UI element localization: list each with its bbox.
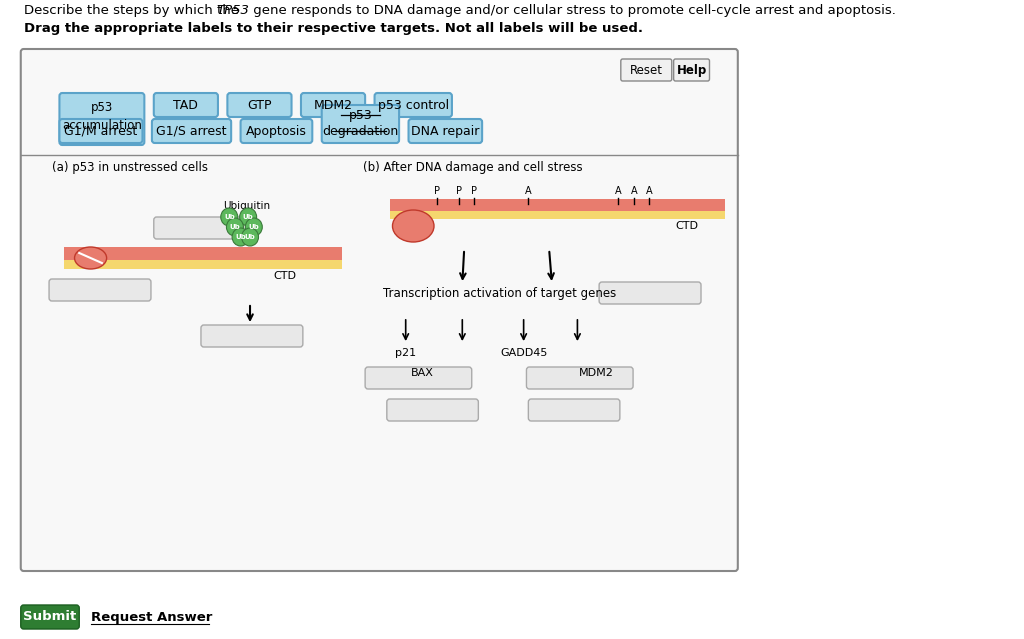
Text: p53 control: p53 control: [378, 98, 449, 111]
Text: Ub: Ub: [236, 234, 246, 240]
Text: Request Answer: Request Answer: [90, 610, 212, 624]
Text: MDM2: MDM2: [580, 368, 614, 378]
Text: gene responds to DNA damage and/or cellular stress to promote cell-cycle arrest : gene responds to DNA damage and/or cellu…: [249, 4, 896, 17]
Text: A: A: [614, 186, 622, 196]
Bar: [390, 199, 725, 211]
Text: Drag the appropriate labels to their respective targets. Not all labels will be : Drag the appropriate labels to their res…: [24, 22, 643, 35]
FancyBboxPatch shape: [322, 105, 399, 143]
Bar: [65, 247, 342, 260]
Text: Apoptosis: Apoptosis: [246, 125, 307, 137]
Circle shape: [246, 218, 262, 236]
Text: Describe the steps by which the: Describe the steps by which the: [24, 4, 243, 17]
Text: G1/M arrest: G1/M arrest: [65, 125, 137, 137]
Text: Ubiquitin: Ubiquitin: [223, 201, 270, 211]
Text: Help: Help: [677, 63, 707, 77]
FancyBboxPatch shape: [241, 119, 312, 143]
FancyBboxPatch shape: [59, 93, 144, 145]
FancyBboxPatch shape: [621, 59, 672, 81]
FancyBboxPatch shape: [375, 93, 452, 117]
Text: DNA repair: DNA repair: [411, 125, 479, 137]
Text: P: P: [457, 186, 463, 196]
Text: BAX: BAX: [411, 368, 434, 378]
Circle shape: [242, 228, 258, 246]
FancyBboxPatch shape: [674, 59, 710, 81]
Text: GADD45: GADD45: [500, 348, 547, 358]
FancyBboxPatch shape: [49, 279, 151, 301]
FancyBboxPatch shape: [152, 119, 231, 143]
FancyBboxPatch shape: [366, 367, 472, 389]
FancyBboxPatch shape: [387, 399, 478, 421]
Text: p21: p21: [395, 348, 417, 358]
FancyBboxPatch shape: [599, 282, 701, 304]
Text: Reset: Reset: [630, 63, 663, 77]
Text: (a) p53 in unstressed cells: (a) p53 in unstressed cells: [52, 161, 208, 174]
FancyBboxPatch shape: [526, 367, 633, 389]
FancyBboxPatch shape: [201, 325, 303, 347]
Text: CTD: CTD: [273, 271, 296, 281]
Ellipse shape: [392, 210, 434, 242]
Text: (b) After DNA damage and cell stress: (b) After DNA damage and cell stress: [364, 161, 583, 174]
Ellipse shape: [75, 247, 106, 269]
Text: accumulation: accumulation: [62, 118, 142, 132]
Text: Ub: Ub: [245, 234, 255, 240]
Text: GTP: GTP: [247, 98, 271, 111]
FancyBboxPatch shape: [154, 217, 256, 239]
Text: Submit: Submit: [24, 610, 77, 624]
Text: A: A: [631, 186, 637, 196]
Text: Ub: Ub: [229, 224, 241, 230]
Text: P: P: [471, 186, 476, 196]
Circle shape: [221, 208, 238, 226]
Text: P: P: [434, 186, 440, 196]
Text: Ub: Ub: [224, 214, 234, 220]
Text: Transcription activation of target genes: Transcription activation of target genes: [383, 287, 616, 300]
FancyBboxPatch shape: [301, 93, 366, 117]
Text: TP53: TP53: [216, 4, 249, 17]
Text: Ub: Ub: [243, 214, 254, 220]
Text: A: A: [646, 186, 652, 196]
FancyBboxPatch shape: [528, 399, 620, 421]
FancyBboxPatch shape: [20, 49, 738, 571]
Circle shape: [232, 228, 249, 246]
Text: p53: p53: [348, 109, 373, 121]
FancyBboxPatch shape: [59, 119, 142, 143]
FancyBboxPatch shape: [20, 605, 79, 629]
Text: Ub: Ub: [249, 224, 259, 230]
Circle shape: [240, 208, 257, 226]
Text: degradation: degradation: [323, 125, 398, 137]
FancyBboxPatch shape: [154, 93, 218, 117]
Text: A: A: [525, 186, 531, 196]
Bar: [390, 206, 725, 219]
Circle shape: [226, 218, 244, 236]
Text: MDM2: MDM2: [313, 98, 352, 111]
Bar: [65, 255, 342, 269]
FancyBboxPatch shape: [227, 93, 292, 117]
Text: TAD: TAD: [173, 98, 199, 111]
FancyBboxPatch shape: [409, 119, 482, 143]
Text: CTD: CTD: [676, 221, 698, 231]
Text: p53: p53: [91, 100, 113, 114]
Text: G1/S arrest: G1/S arrest: [157, 125, 226, 137]
